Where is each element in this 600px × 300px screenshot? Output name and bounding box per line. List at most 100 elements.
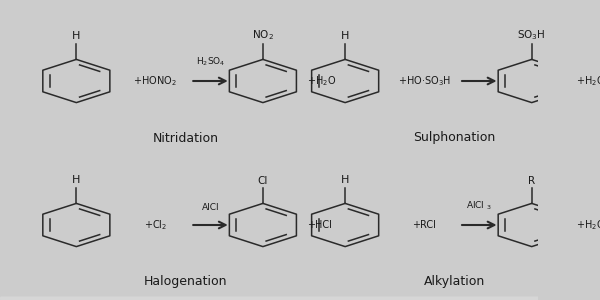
Bar (0, 298, 538, 299)
Bar (0, 298, 538, 300)
Bar (0, 298, 538, 299)
Bar (0, 297, 538, 299)
Bar (0, 297, 538, 299)
Bar (0, 297, 538, 298)
Bar (0, 298, 538, 300)
Bar (0, 298, 538, 299)
Bar (0, 298, 538, 300)
Bar (0, 298, 538, 299)
Bar (0, 298, 538, 300)
Bar (0, 298, 538, 300)
Bar (0, 297, 538, 299)
Bar (0, 298, 538, 300)
Bar (0, 298, 538, 300)
Bar (0, 297, 538, 299)
Bar (0, 297, 538, 298)
Bar (0, 298, 538, 300)
Bar (0, 298, 538, 300)
Bar (0, 297, 538, 299)
Bar (0, 297, 538, 298)
Bar (0, 298, 538, 300)
Bar (0, 298, 538, 300)
Bar (0, 297, 538, 299)
Bar (0, 298, 538, 299)
Bar (0, 297, 538, 299)
Bar (0, 297, 538, 299)
Bar (0, 298, 538, 299)
Bar (0, 298, 538, 300)
Bar (0, 298, 538, 299)
Bar (0, 298, 538, 300)
Bar (0, 298, 538, 300)
Bar (0, 298, 538, 300)
Bar (0, 298, 538, 299)
Bar (0, 298, 538, 300)
Bar (0, 298, 538, 300)
Bar (0, 298, 538, 300)
Bar (0, 297, 538, 298)
Bar (0, 298, 538, 300)
Bar (0, 297, 538, 299)
Bar (0, 298, 538, 300)
Bar (0, 297, 538, 299)
Bar (0, 297, 538, 299)
Bar (0, 298, 538, 299)
Bar (0, 298, 538, 299)
Bar (0, 298, 538, 300)
Bar (0, 298, 538, 300)
Bar (0, 298, 538, 300)
Bar (0, 298, 538, 299)
Bar (0, 298, 538, 300)
Bar (0, 298, 538, 300)
Bar (0, 298, 538, 299)
Bar (0, 297, 538, 298)
Text: Halogenation: Halogenation (144, 275, 227, 289)
Bar (0, 298, 538, 299)
Bar (0, 297, 538, 299)
Bar (0, 298, 538, 299)
Bar (0, 298, 538, 300)
Bar (0, 298, 538, 299)
Bar (0, 298, 538, 299)
Bar (0, 297, 538, 299)
Bar (0, 298, 538, 299)
Bar (0, 298, 538, 299)
Bar (0, 297, 538, 298)
Bar (0, 297, 538, 299)
Bar (0, 298, 538, 300)
Bar (0, 297, 538, 299)
Bar (0, 298, 538, 299)
Bar (0, 298, 538, 299)
Text: +RCl: +RCl (412, 220, 436, 230)
Bar (0, 298, 538, 299)
Bar (0, 297, 538, 298)
Bar (0, 297, 538, 298)
Bar (0, 298, 538, 300)
Bar (0, 298, 538, 300)
Text: H: H (72, 175, 80, 185)
Bar (0, 298, 538, 300)
Bar (0, 298, 538, 300)
Text: +HO·SO$_3$H: +HO·SO$_3$H (398, 74, 451, 88)
Bar (0, 298, 538, 299)
Bar (0, 297, 538, 298)
Bar (0, 298, 538, 300)
Bar (0, 297, 538, 298)
Bar (0, 297, 538, 299)
Bar (0, 298, 538, 299)
Bar (0, 298, 538, 299)
Bar (0, 298, 538, 300)
Bar (0, 297, 538, 298)
Bar (0, 298, 538, 299)
Bar (0, 298, 538, 299)
Bar (0, 298, 538, 300)
Bar (0, 298, 538, 299)
Bar (0, 298, 538, 299)
Bar (0, 298, 538, 299)
Bar (0, 297, 538, 298)
Bar (0, 298, 538, 299)
Text: +H$_2$O: +H$_2$O (576, 218, 600, 232)
Bar (0, 298, 538, 299)
Bar (0, 298, 538, 299)
Bar (0, 297, 538, 299)
